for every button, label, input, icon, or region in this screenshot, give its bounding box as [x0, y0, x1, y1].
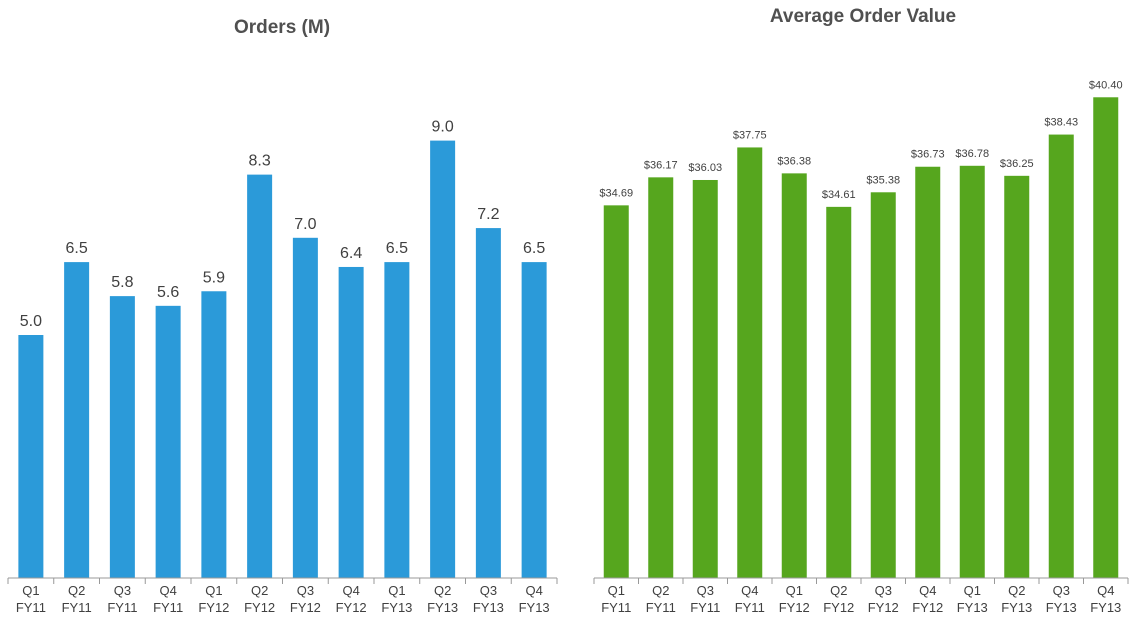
x-tick-label: Q4 FY11: [735, 583, 765, 615]
x-tick-label: Q3 FY13: [1046, 583, 1077, 615]
bar: [475, 228, 501, 578]
x-tick-label: Q4 FY13: [519, 583, 550, 615]
value-label: $40.40: [1089, 79, 1123, 91]
x-tick-label: Q1 FY12: [198, 583, 229, 615]
value-label: $35.38: [866, 174, 900, 186]
value-label: $38.43: [1044, 117, 1078, 129]
x-tick-label: Q4 FY13: [1090, 583, 1121, 615]
x-tick-label: Q1 FY11: [16, 583, 46, 615]
bar: [603, 205, 629, 579]
x-tick-label: Q2 FY12: [244, 583, 275, 615]
bar: [1048, 134, 1074, 578]
value-label: $36.03: [688, 162, 722, 174]
value-label: 5.0: [20, 313, 42, 330]
value-label: 6.5: [523, 240, 545, 257]
value-label: 6.4: [340, 245, 362, 262]
value-label: $36.78: [955, 148, 989, 160]
bar: [1093, 97, 1119, 578]
x-tick-label: Q3 FY12: [290, 583, 321, 615]
bar: [692, 179, 718, 578]
x-tick-label: Q2 FY13: [1001, 583, 1032, 615]
bar: [1004, 175, 1030, 578]
bar: [430, 140, 456, 578]
x-tick-label: Q2 FY11: [646, 583, 676, 615]
x-tick-label: Q2 FY11: [62, 583, 92, 615]
x-tick-label: Q3 FY11: [690, 583, 720, 615]
x-tick-label: Q1 FY11: [601, 583, 631, 615]
chart: Orders (M) 5.0 Q1 FY11 6.5 Q2 FY11 5.8 Q3 FY11 5.6…: [7, 17, 558, 615]
bar: [155, 305, 181, 578]
chart: Average Order Value $34.69 Q1 FY11 $36.17 Q2 F…: [593, 6, 1129, 615]
x-tick-label: Q4 FY11: [153, 583, 183, 615]
x-tick-label: Q2 FY12: [823, 583, 854, 615]
value-label: $34.69: [599, 187, 633, 199]
bar: [648, 177, 674, 579]
value-label: $36.25: [1000, 158, 1034, 170]
x-tick-label: Q1 FY13: [381, 583, 412, 615]
x-tick-label: Q1 FY12: [779, 583, 810, 615]
bar: [201, 291, 227, 578]
bar: [915, 166, 941, 578]
x-tick-label: Q2 FY13: [427, 583, 458, 615]
bar: [18, 335, 44, 578]
value-label: 5.9: [203, 269, 225, 286]
bar: [959, 165, 985, 578]
value-label: 8.3: [249, 153, 271, 170]
x-tick-label: Q3 FY13: [473, 583, 504, 615]
value-label: $36.73: [911, 149, 945, 161]
x-tick-label: Q4 FY12: [912, 583, 943, 615]
chart-title: Average Order Value: [770, 6, 956, 27]
chart-title: Orders (M): [234, 17, 330, 38]
value-label: 7.0: [294, 216, 316, 233]
bar: [109, 296, 135, 578]
bar: [338, 266, 364, 578]
value-label: $36.17: [644, 159, 678, 171]
value-label: 5.6: [157, 284, 179, 301]
x-tick-label: Q3 FY11: [107, 583, 137, 615]
bar: [781, 173, 807, 578]
x-tick-label: Q4 FY12: [336, 583, 367, 615]
value-label: $34.61: [822, 189, 856, 201]
bar: [292, 237, 318, 579]
value-label: $37.75: [733, 129, 767, 141]
bar: [521, 262, 547, 578]
bar: [737, 147, 763, 578]
value-label: 6.5: [386, 240, 408, 257]
bar: [247, 174, 273, 578]
x-tick-label: Q3 FY12: [868, 583, 899, 615]
value-label: 9.0: [432, 119, 454, 136]
x-tick-label: Q1 FY13: [957, 583, 988, 615]
bar: [384, 262, 410, 578]
bar: [64, 262, 90, 578]
value-label: 7.2: [477, 206, 499, 223]
value-label: 5.8: [111, 274, 133, 291]
value-label: 6.5: [66, 240, 88, 257]
bar: [870, 192, 896, 579]
bar: [826, 206, 852, 578]
value-label: $36.38: [777, 155, 811, 167]
